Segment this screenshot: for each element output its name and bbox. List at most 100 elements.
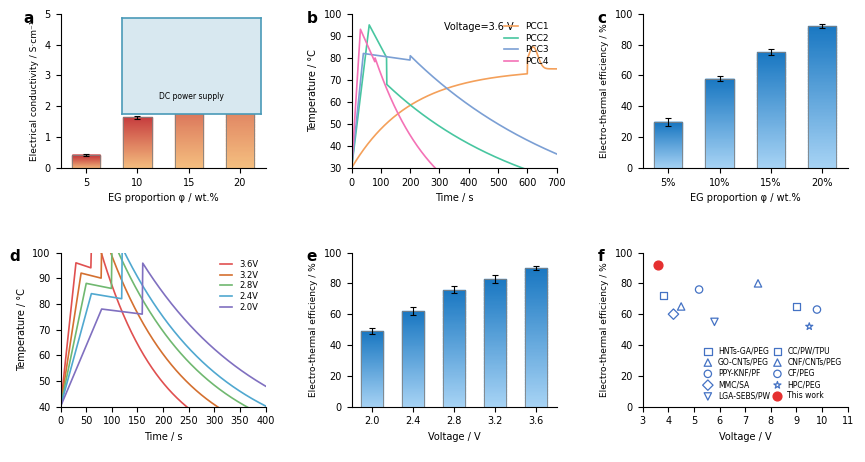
Bar xyxy=(808,26,836,168)
2.4V xyxy=(55,404,66,409)
Bar xyxy=(525,268,548,407)
2.4V xyxy=(204,365,215,371)
CF/PEG xyxy=(810,306,823,313)
HNTs-GA/PEG xyxy=(657,292,670,299)
X-axis label: EG proportion φ / wt.%: EG proportion φ / wt.% xyxy=(108,193,218,203)
PCC1 xyxy=(411,99,421,104)
PCC2 xyxy=(481,150,491,156)
2.8V xyxy=(55,404,66,409)
PCC2 xyxy=(551,176,561,182)
PCC1 xyxy=(551,66,561,72)
3.2V xyxy=(55,404,66,409)
2.4V xyxy=(260,403,271,409)
Bar xyxy=(706,79,734,168)
2.8V xyxy=(123,270,133,275)
Text: a: a xyxy=(23,11,34,26)
Y-axis label: Temperature / °C: Temperature / °C xyxy=(17,288,27,371)
PCC3 xyxy=(481,114,491,120)
Line: 2.0V: 2.0V xyxy=(61,263,266,407)
PCC4 xyxy=(531,216,541,221)
3.2V xyxy=(204,398,215,404)
3.6V xyxy=(137,350,147,355)
X-axis label: Time / s: Time / s xyxy=(435,193,473,203)
3.6V xyxy=(86,245,97,250)
Text: c: c xyxy=(598,11,606,26)
2.0V xyxy=(137,311,147,317)
3.2V xyxy=(205,399,215,404)
PCC2 xyxy=(397,95,407,101)
2.4V xyxy=(185,346,195,352)
PCC2 xyxy=(347,165,357,170)
2.8V xyxy=(204,378,215,384)
2.8V xyxy=(106,245,117,250)
3.6V xyxy=(204,417,215,422)
CNF/CNTs/PEG xyxy=(751,280,765,287)
Line: 3.2V: 3.2V xyxy=(61,248,266,419)
2.4V xyxy=(137,282,147,288)
PCC4 xyxy=(412,142,422,148)
Bar xyxy=(226,42,254,168)
2.0V xyxy=(55,404,66,409)
2.0V xyxy=(80,345,91,351)
Y-axis label: Electro-thermal efficiency / %: Electro-thermal efficiency / % xyxy=(600,262,609,397)
X-axis label: Time / s: Time / s xyxy=(144,432,183,442)
Legend: HNTs-GA/PEG, GO-CNTs/PEG, PPY-KNF/PF, MMC/SA, LGA-SEBS/PW, CC/PW/TPU, CNF/CNTs/P: HNTs-GA/PEG, GO-CNTs/PEG, PPY-KNF/PF, MM… xyxy=(702,344,844,403)
Legend: PCC1, PCC2, PCC3, PCC4: PCC1, PCC2, PCC3, PCC4 xyxy=(501,18,552,70)
PCC4 xyxy=(347,165,357,170)
PCC2 xyxy=(364,22,375,28)
PCC3 xyxy=(358,51,368,56)
Line: 2.4V: 2.4V xyxy=(61,248,266,407)
PCC2 xyxy=(531,170,541,176)
PCC3 xyxy=(531,142,541,148)
Line: 2.8V: 2.8V xyxy=(61,248,266,416)
Y-axis label: Electro-thermal efficiency / %: Electro-thermal efficiency / % xyxy=(309,262,318,397)
2.0V xyxy=(205,342,215,348)
PCC4 xyxy=(405,132,415,137)
PCC4 xyxy=(506,210,516,215)
3.2V xyxy=(234,417,245,422)
3.6V xyxy=(205,417,215,422)
PCC1 xyxy=(347,165,357,170)
2.0V xyxy=(138,261,148,266)
3.6V xyxy=(80,263,91,269)
3.6V xyxy=(199,417,209,422)
2.0V xyxy=(122,310,132,315)
Line: 3.6V: 3.6V xyxy=(61,248,266,419)
3.6V xyxy=(260,417,271,422)
X-axis label: Voltage / V: Voltage / V xyxy=(428,432,480,442)
HPC/PEG xyxy=(803,323,817,330)
Bar xyxy=(654,122,682,168)
PCC4 xyxy=(481,201,491,207)
3.2V xyxy=(80,271,91,277)
Bar xyxy=(175,69,202,168)
PCC2 xyxy=(412,107,422,113)
Bar xyxy=(443,290,465,407)
Line: PCC2: PCC2 xyxy=(352,25,556,179)
Y-axis label: Electro-thermal efficiency / %: Electro-thermal efficiency / % xyxy=(600,24,609,158)
3.2V xyxy=(185,382,195,388)
X-axis label: Voltage / V: Voltage / V xyxy=(719,432,772,442)
3.6V xyxy=(123,322,133,328)
2.8V xyxy=(205,379,215,384)
Text: Voltage=3.6 V: Voltage=3.6 V xyxy=(444,22,514,31)
CC/PW/TPU xyxy=(790,303,804,310)
Bar xyxy=(757,52,785,168)
2.0V xyxy=(204,341,215,347)
PCC2 xyxy=(506,161,516,166)
Line: PCC3: PCC3 xyxy=(352,54,556,168)
PCC4 xyxy=(356,26,366,32)
3.2V xyxy=(137,319,147,325)
PPY-KNF/PF xyxy=(692,286,706,293)
2.8V xyxy=(260,413,271,419)
GO-CNTs/PEG xyxy=(674,303,688,310)
Bar xyxy=(72,155,100,168)
PCC1 xyxy=(396,108,407,114)
Bar xyxy=(402,311,425,407)
PCC2 xyxy=(405,102,415,107)
Line: PCC4: PCC4 xyxy=(352,29,556,222)
2.4V xyxy=(117,245,127,250)
Text: b: b xyxy=(306,11,317,26)
2.8V xyxy=(137,297,147,302)
Text: f: f xyxy=(598,249,605,264)
PCC1 xyxy=(506,73,516,78)
